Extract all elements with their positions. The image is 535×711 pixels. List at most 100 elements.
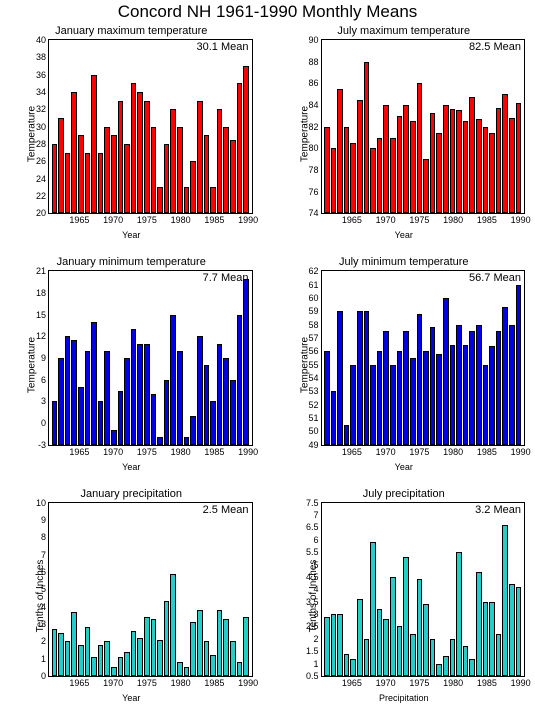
y-tick: 3 (41, 396, 46, 406)
bar (184, 437, 190, 444)
bar (483, 602, 489, 676)
bar (403, 331, 409, 444)
bar (410, 121, 416, 213)
bar (71, 92, 77, 213)
bar (516, 587, 522, 676)
plot-area: 012345678910196519701975198019851990 (48, 502, 253, 677)
bar (489, 133, 495, 213)
bar (430, 113, 436, 214)
bars-container (49, 271, 252, 444)
y-tick: 58 (308, 320, 318, 330)
bar (364, 311, 370, 444)
x-tick: 1965 (69, 215, 89, 225)
x-tick: 1970 (103, 447, 123, 457)
bar (137, 92, 143, 213)
bar (436, 133, 442, 213)
panel-jan_tmin: January minimum temperature7.7 MeanTempe… (0, 256, 263, 473)
bar (65, 153, 71, 214)
panel-jan_tmax: January maximum temperature30.1 MeanTemp… (0, 25, 263, 242)
bar (390, 365, 396, 445)
bar (430, 639, 436, 676)
bar (410, 358, 416, 445)
bar (436, 664, 442, 676)
bar (357, 311, 363, 444)
x-tick: 1985 (204, 678, 224, 688)
y-tick: 90 (308, 35, 318, 45)
x-tick: 1975 (409, 678, 429, 688)
y-tick: 5.5 (306, 547, 319, 557)
bar (78, 135, 84, 213)
x-tick: 1970 (103, 678, 123, 688)
bar (331, 148, 337, 213)
x-tick: 1970 (376, 678, 396, 688)
bar (237, 315, 243, 445)
x-axis-label: Year (273, 230, 535, 240)
x-tick: 1990 (511, 678, 531, 688)
x-tick: 1985 (477, 447, 497, 457)
x-tick: 1980 (443, 678, 463, 688)
y-tick: 88 (308, 57, 318, 67)
bar (417, 83, 423, 213)
x-tick: 1970 (103, 215, 123, 225)
bar (71, 612, 77, 676)
y-tick: 49 (308, 440, 318, 450)
y-tick: 55 (308, 360, 318, 370)
x-axis-label: Year (0, 693, 263, 703)
y-tick: 38 (36, 52, 46, 62)
x-tick: 1965 (342, 678, 362, 688)
x-tick: 1980 (171, 447, 191, 457)
bar (383, 619, 389, 676)
y-tick: 10 (36, 498, 46, 508)
y-tick: 84 (308, 100, 318, 110)
bar (111, 667, 117, 676)
bar (223, 127, 229, 214)
bar (450, 639, 456, 676)
bar (223, 358, 229, 445)
y-tick: 5 (41, 584, 46, 594)
bar (423, 351, 429, 444)
y-tick: 6 (41, 375, 46, 385)
bar (450, 345, 456, 445)
bar (111, 430, 117, 444)
x-tick: 1985 (477, 678, 497, 688)
bar (230, 140, 236, 214)
panel-jul_tmin: July minimum temperature56.7 MeanTempera… (273, 256, 535, 473)
bar (456, 110, 462, 213)
bar (430, 327, 436, 444)
x-tick: 1990 (238, 215, 258, 225)
bar (217, 344, 223, 445)
panel-jul_precip: July precipitation3.2 MeanTenths of Inch… (273, 488, 535, 705)
y-tick: 7 (41, 550, 46, 560)
x-tick: 1970 (376, 215, 396, 225)
y-tick: 59 (308, 306, 318, 316)
bar (377, 351, 383, 444)
y-tick: 6 (313, 535, 318, 545)
bar (217, 109, 223, 213)
bar (489, 346, 495, 445)
bar (397, 351, 403, 444)
bar (476, 325, 482, 445)
bar (243, 617, 249, 676)
bar (456, 325, 462, 445)
bar (516, 285, 522, 445)
chart-grid: January maximum temperature30.1 MeanTemp… (0, 25, 535, 705)
bar (58, 358, 64, 445)
y-tick: 3 (313, 609, 318, 619)
x-tick: 1985 (204, 447, 224, 457)
bar (52, 144, 58, 213)
y-tick: 2 (41, 636, 46, 646)
bar (390, 577, 396, 676)
y-tick: 3 (41, 619, 46, 629)
bar (489, 602, 495, 676)
bar (331, 614, 337, 676)
y-tick: 4.5 (306, 572, 319, 582)
bar (190, 416, 196, 445)
x-tick: 1985 (477, 215, 497, 225)
y-tick: 4 (313, 584, 318, 594)
y-tick: 0 (41, 671, 46, 681)
bar (230, 641, 236, 676)
x-axis-label: Year (273, 462, 535, 472)
bar (496, 634, 502, 676)
bars-container (322, 503, 525, 676)
bar (157, 437, 163, 444)
